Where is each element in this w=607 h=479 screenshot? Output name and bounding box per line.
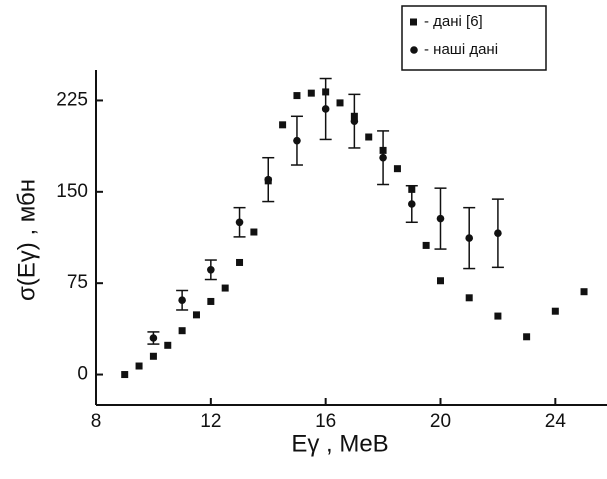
point: [279, 121, 287, 129]
point: [135, 362, 143, 370]
point: [494, 229, 502, 238]
point: [465, 234, 474, 242]
legend-marker: [410, 46, 418, 54]
x-axis-label: Eγ , MeB: [291, 430, 388, 457]
point: [365, 133, 373, 141]
point: [149, 352, 157, 360]
point: [236, 258, 244, 266]
legend-box: [401, 5, 547, 71]
point: [580, 288, 588, 296]
legend-label: - наші дані: [424, 41, 498, 58]
point: [407, 200, 416, 208]
legend-label: - дані [6]: [424, 13, 483, 30]
point: [192, 311, 200, 319]
point: [436, 214, 445, 223]
point: [149, 334, 158, 342]
point: [436, 277, 444, 285]
y-tick-label: 225: [56, 89, 88, 110]
x-tick-label: 24: [545, 411, 567, 432]
point: [307, 89, 315, 97]
point: [221, 284, 229, 292]
y-axis-label: σ(Eγ) , мбн: [13, 179, 40, 301]
point: [336, 99, 344, 107]
point: [207, 265, 215, 274]
point: [293, 92, 301, 100]
x-tick-label: 8: [91, 411, 102, 432]
point: [422, 241, 430, 249]
point: [350, 117, 359, 125]
x-tick-label: 12: [200, 411, 221, 432]
point: [207, 297, 215, 305]
point: [465, 294, 473, 302]
y-tick-label: 75: [67, 272, 88, 293]
point: [551, 307, 559, 315]
y-tick-label: 150: [56, 181, 88, 202]
x-tick-label: 20: [430, 411, 451, 432]
point: [321, 105, 330, 113]
point: [523, 333, 531, 341]
point: [264, 175, 273, 184]
point: [393, 165, 401, 173]
y-tick-label: 0: [77, 364, 88, 385]
point: [178, 296, 186, 305]
point: [178, 327, 186, 335]
x-tick-label: 16: [315, 411, 336, 432]
legend-marker: [410, 18, 417, 26]
point: [121, 371, 129, 379]
point: [235, 218, 244, 227]
point: [379, 153, 387, 162]
point: [250, 228, 258, 236]
point: [293, 136, 301, 145]
point: [494, 312, 502, 320]
point: [164, 341, 172, 349]
